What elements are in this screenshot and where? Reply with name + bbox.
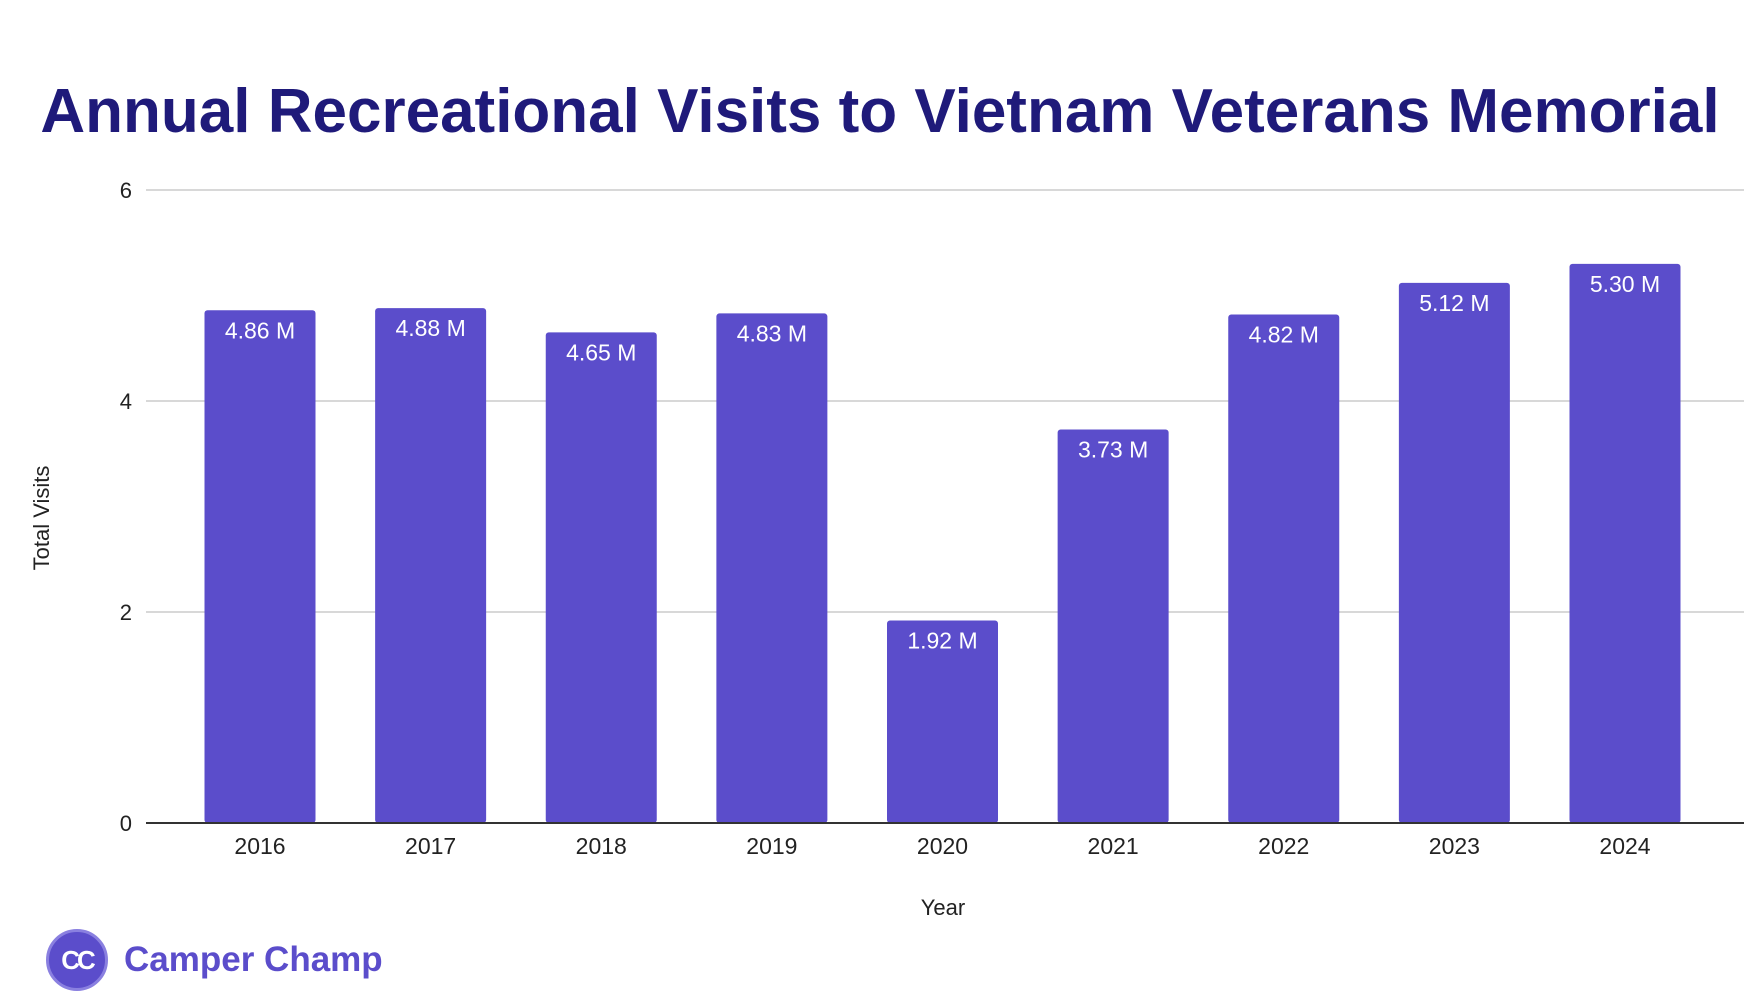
bar-2017: [375, 308, 487, 823]
y-tick-label: 0: [120, 811, 132, 836]
x-axis-title: Year: [921, 895, 965, 920]
chart-title: Annual Recreational Visits to Vietnam Ve…: [40, 77, 1720, 146]
bar-2024: [1569, 263, 1681, 824]
bar-value-label: 4.83 M: [737, 320, 807, 346]
x-tick-label: 2022: [1258, 833, 1309, 859]
x-axis-ticks: 2016 2017 2018 2019 2020 2021 2022 2023 2024: [234, 833, 1650, 859]
brand: CC Camper Champ: [46, 928, 383, 992]
bar-value-label: 4.88 M: [395, 315, 465, 341]
bar-value-label: 4.86 M: [225, 317, 295, 343]
bar-2019: [716, 313, 828, 823]
y-tick-label: 4: [120, 389, 132, 414]
bar-2016: [204, 310, 316, 823]
x-tick-label: 2019: [746, 833, 797, 859]
bar-value-label: 5.30 M: [1590, 271, 1660, 297]
bar-value-label: 1.92 M: [907, 627, 977, 653]
bars: [204, 263, 1681, 824]
brand-name: Camper Champ: [124, 940, 383, 979]
y-axis-ticks: 0 2 4 6: [120, 178, 132, 836]
x-tick-label: 2023: [1429, 833, 1480, 859]
bar-value-label: 5.12 M: [1419, 290, 1489, 316]
x-tick-label: 2016: [234, 833, 285, 859]
x-tick-label: 2020: [917, 833, 968, 859]
bar-value-labels: 4.86 M 4.88 M 4.65 M 4.83 M 1.92 M 3.73 M 4.82…: [225, 271, 1660, 654]
bar-2018: [545, 332, 657, 823]
camper-champ-logo-icon: CC: [46, 929, 108, 991]
bar-2021: [1057, 429, 1169, 823]
bar-value-label: 4.65 M: [566, 339, 636, 365]
bar-value-label: 4.82 M: [1249, 321, 1319, 347]
y-axis-title: Total Visits: [29, 466, 54, 571]
bar-2020: [887, 620, 998, 823]
y-tick-label: 2: [120, 600, 132, 625]
bar-2022: [1228, 314, 1340, 823]
x-tick-label: 2018: [576, 833, 627, 859]
bar-2023: [1398, 282, 1510, 824]
x-tick-label: 2024: [1599, 833, 1650, 859]
bar-value-label: 3.73 M: [1078, 436, 1148, 462]
x-tick-label: 2017: [405, 833, 456, 859]
logo-text: CC: [61, 944, 96, 975]
x-tick-label: 2021: [1088, 833, 1139, 859]
y-tick-label: 6: [120, 178, 132, 203]
